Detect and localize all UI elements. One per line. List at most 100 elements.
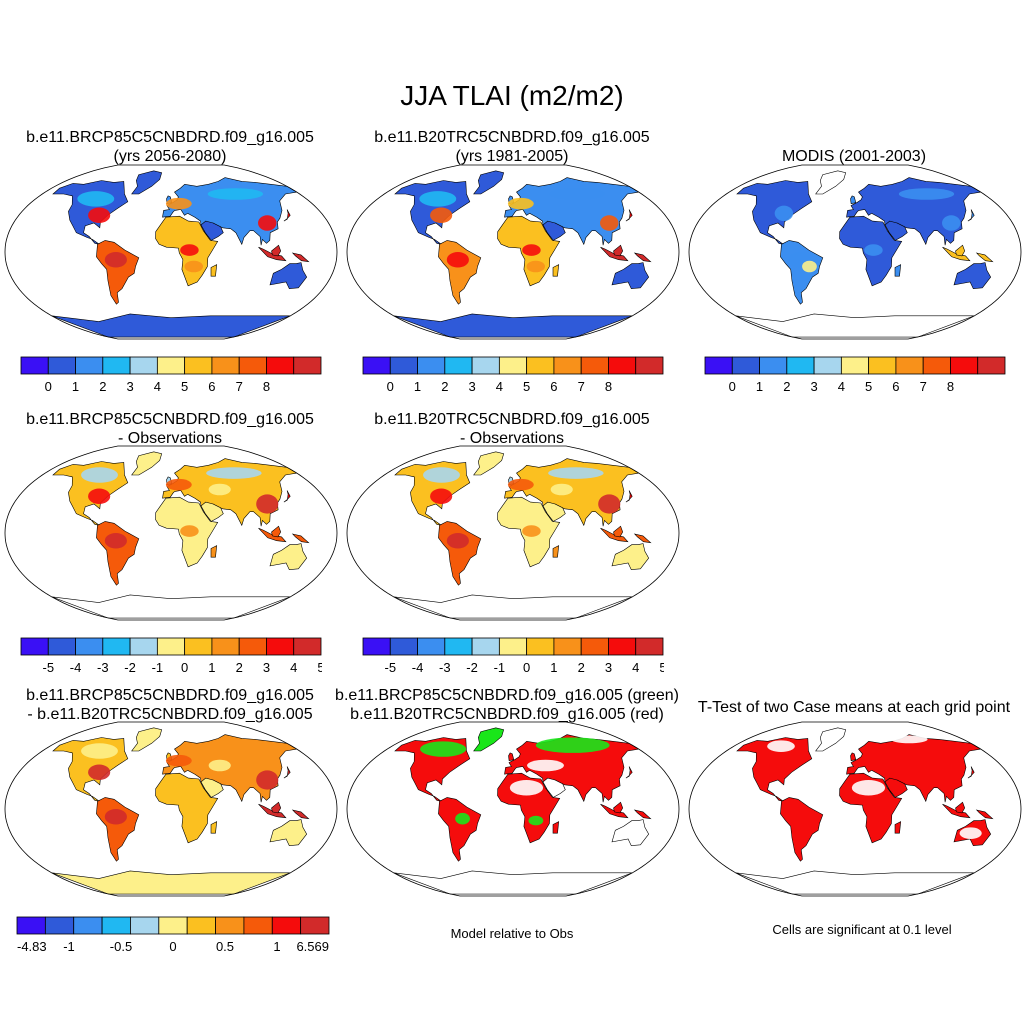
colorbar-box: [608, 637, 637, 656]
colorbar-tick-label: 1: [550, 660, 557, 675]
colorbar-tick-label: 7: [236, 379, 243, 394]
field-patch: [864, 244, 883, 256]
land-arabia: [200, 220, 224, 241]
panel-title-line1: MODIS (2001-2003): [781, 148, 927, 165]
colorbar-box: [129, 637, 158, 656]
field-patch: [104, 533, 127, 549]
land-antarctica: [51, 594, 291, 619]
field-patch: [420, 741, 467, 757]
field-patch: [774, 205, 794, 222]
land-eurasia: [504, 734, 640, 803]
land-australia: [611, 819, 650, 847]
colorbar-box: [444, 356, 473, 375]
panel-title-future-minus-obs: b.e11.BRCP85C5CNBDRD.f09_g16.005 - Obser…: [0, 410, 340, 448]
colorbar-tick-label: 1: [273, 939, 280, 954]
colorbar-tick-label: 7: [920, 379, 927, 394]
land-madagascar: [552, 545, 560, 558]
field-patch: [507, 197, 534, 210]
field-patch: [942, 215, 961, 231]
land-arabia: [200, 777, 224, 798]
colorbar-box: [704, 356, 733, 375]
land-greenland: [815, 170, 847, 195]
colorbar-box: [102, 637, 131, 656]
colorbar-tick-label: 8: [263, 379, 270, 394]
land-japan: [283, 209, 291, 222]
land-newguinea: [633, 809, 652, 820]
colorbar-tick-label: 5: [659, 660, 664, 675]
colorbar-box: [243, 916, 273, 935]
panel-title-line2: (yrs 2056-2080): [113, 148, 227, 165]
colorbar-tick-label: 2: [578, 660, 585, 675]
colorbar-box: [215, 916, 245, 935]
colorbar-tick-label: -2: [124, 660, 136, 675]
field-patch: [528, 815, 544, 826]
colorbar-tlai-modis: 0 1 2 3 4 5 6 7 8: [704, 356, 1006, 394]
colorbar-box: [211, 637, 240, 656]
land-madagascar: [210, 264, 218, 277]
note-significance: Cells are significant at 0.1 level: [772, 922, 952, 937]
colorbar-tick-label: -0.5: [110, 939, 132, 954]
panel-title-line2: - b.e11.B20TRC5CNBDRD.f09_g16.005: [27, 706, 313, 723]
colorbar-box: [580, 637, 609, 656]
land-britain: [850, 195, 857, 205]
colorbar-box: [238, 637, 267, 656]
colorbar-tick-label: 5: [865, 379, 872, 394]
colorbar-box: [73, 916, 103, 935]
field-patch: [455, 812, 470, 825]
field-patch: [256, 770, 279, 790]
note-model-vs-obs: Model relative to Obs: [450, 926, 574, 941]
field-patch: [88, 207, 111, 223]
panel-title-line2: (yrs 1981-2005): [455, 148, 569, 165]
map-border: [346, 721, 680, 897]
colorbar-box: [75, 356, 104, 375]
colorbar-tick-label: 3: [263, 660, 270, 675]
land-japan: [967, 209, 975, 222]
land-japan: [625, 209, 633, 222]
colorbar-tick-label: -3: [439, 660, 451, 675]
colorbar-tick-label: 3: [810, 379, 817, 394]
land-japan: [283, 490, 291, 503]
land-madagascar: [552, 264, 560, 277]
field-patch: [208, 759, 231, 772]
land-britain: [850, 752, 857, 762]
land-newguinea: [291, 252, 310, 263]
colorbar-tick-label: 8: [605, 379, 612, 394]
map-border: [346, 164, 680, 340]
land-newguinea: [291, 809, 310, 820]
colorbar-box: [498, 637, 528, 656]
land-madagascar: [210, 821, 218, 834]
colorbar-box: [362, 637, 391, 656]
colorbar-tick-label: 7: [578, 379, 585, 394]
colorbar-box: [553, 637, 582, 656]
colorbar-tick-label: -1: [494, 660, 506, 675]
panel-title-future: b.e11.BRCP85C5CNBDRD.f09_g16.005 (yrs 20…: [0, 128, 340, 166]
panel-title-line2: - Observations: [117, 430, 223, 447]
land-antarctica: [735, 870, 975, 895]
field-patch: [890, 735, 928, 744]
colorbar-box: [300, 916, 330, 935]
colorbar-tick-label: -2: [466, 660, 478, 675]
panel-title-line1: b.e11.B20TRC5CNBDRD.f09_g16.005: [374, 129, 650, 146]
land-australia: [611, 543, 650, 571]
colorbar-tick-label: -1: [152, 660, 164, 675]
figure-title: JJA TLAI (m2/m2): [400, 80, 624, 111]
panel-title-historical: b.e11.B20TRC5CNBDRD.f09_g16.005 (yrs 198…: [342, 128, 682, 166]
land-greenland: [131, 451, 163, 476]
panel-title-modis: MODIS (2001-2003): [684, 147, 1024, 166]
land-arabia: [542, 777, 566, 798]
colorbar-diff-future: -5 -4 -3 -2 -1 0 1 2 3 4 5: [20, 637, 322, 675]
field-patch: [522, 525, 541, 537]
colorbar-box: [389, 637, 418, 656]
field-patch: [208, 483, 231, 496]
field-patch: [165, 478, 192, 491]
colorbar-tick-label: -5: [384, 660, 396, 675]
map-border: [4, 721, 338, 897]
panel-title-line1: b.e11.BRCP85C5CNBDRD.f09_g16.005: [26, 687, 314, 704]
colorbar-box: [102, 356, 131, 375]
map-future-minus-historical: [4, 721, 338, 897]
land-newguinea: [975, 809, 994, 820]
land-australia: [269, 543, 308, 571]
colorbar-box: [977, 356, 1006, 375]
panel-title-line2: b.e11.B20TRC5CNBDRD.f09_g16.005 (red): [350, 706, 664, 723]
panel-title-historical-minus-obs: b.e11.B20TRC5CNBDRD.f09_g16.005 - Observ…: [342, 410, 682, 448]
